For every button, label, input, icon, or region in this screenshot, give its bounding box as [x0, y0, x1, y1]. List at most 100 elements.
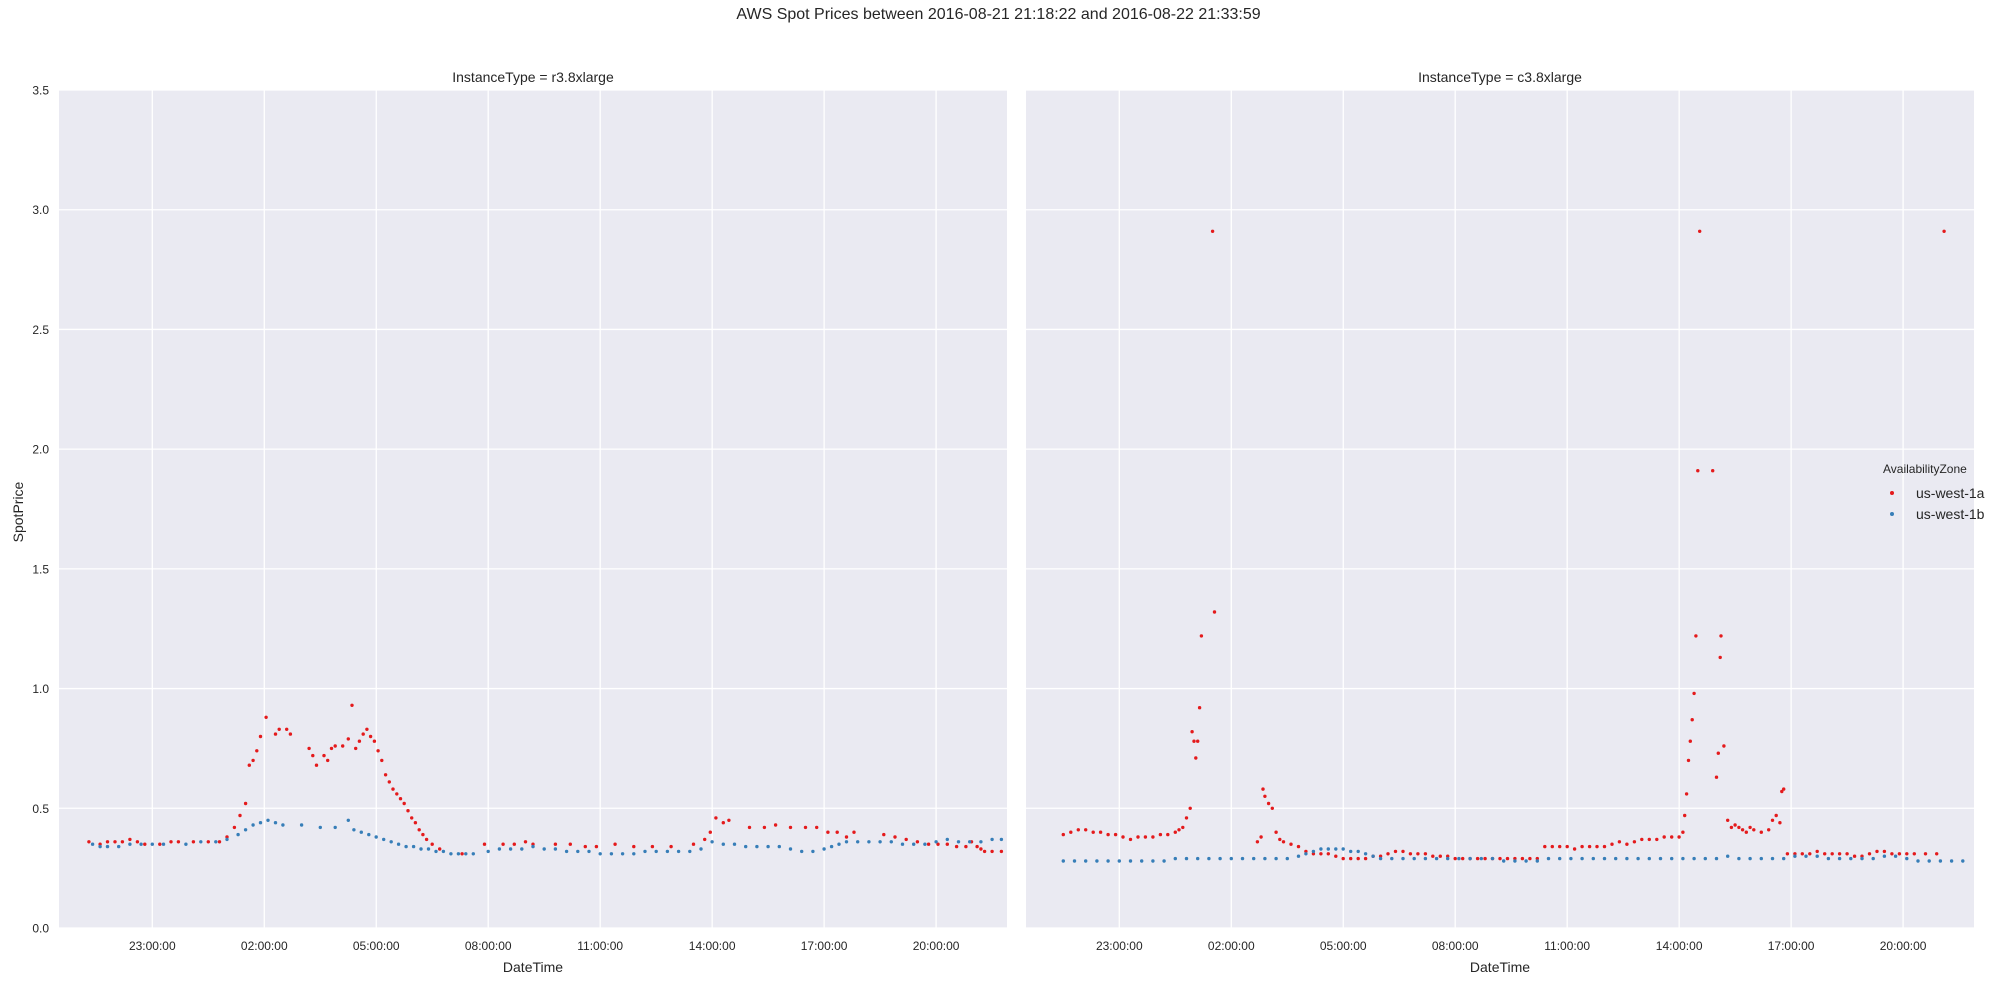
data-point-us-west-1a: [1737, 825, 1741, 830]
data-point-us-west-1a: [383, 773, 388, 777]
data-point-us-west-1b: [1860, 856, 1864, 861]
data-point-us-west-1a: [553, 842, 558, 846]
data-point-us-west-1b: [632, 852, 636, 856]
data-point-us-west-1a: [852, 830, 856, 834]
data-point-us-west-1a: [1714, 775, 1719, 779]
data-point-us-west-1b: [1815, 854, 1819, 858]
data-point-us-west-1b: [1703, 856, 1708, 861]
data-point-us-west-1b: [1826, 856, 1831, 861]
data-point-us-west-1a: [258, 734, 263, 739]
data-point-us-west-1a: [1289, 842, 1293, 846]
data-point-us-west-1a: [1683, 813, 1687, 818]
data-point-us-west-1a: [1662, 835, 1666, 839]
data-point-us-west-1a: [1752, 828, 1756, 832]
data-point-us-west-1a: [1356, 856, 1360, 861]
data-point-us-west-1a: [322, 753, 326, 758]
data-point-us-west-1b: [1804, 854, 1808, 858]
data-point-us-west-1b: [464, 852, 468, 856]
data-point-us-west-1b: [1569, 856, 1573, 861]
data-point-us-west-1a: [1688, 739, 1693, 743]
data-point-us-west-1a: [1729, 825, 1734, 830]
data-point-us-west-1a: [1098, 830, 1103, 834]
x-tick-label: 08:00:00: [1432, 939, 1479, 953]
data-point-us-west-1b: [449, 852, 453, 856]
data-point-us-west-1a: [1278, 837, 1282, 842]
x-tick-label: 14:00:00: [689, 939, 736, 953]
data-point-us-west-1b: [856, 840, 860, 844]
data-point-us-west-1a: [1716, 751, 1721, 755]
data-point-us-west-1b: [1737, 856, 1741, 861]
data-point-us-west-1a: [87, 840, 91, 844]
data-point-us-west-1a: [954, 844, 959, 849]
data-point-us-west-1a: [512, 842, 516, 846]
data-point-us-west-1a: [285, 727, 289, 731]
data-point-us-west-1a: [1632, 840, 1637, 844]
data-point-us-west-1a: [1199, 634, 1204, 638]
data-point-us-west-1a: [1875, 849, 1879, 854]
data-point-us-west-1a: [650, 844, 655, 849]
data-point-us-west-1a: [395, 792, 399, 796]
data-point-us-west-1b: [1893, 854, 1898, 858]
data-point-us-west-1a: [1815, 849, 1819, 854]
data-point-us-west-1b: [1647, 856, 1652, 861]
data-point-us-west-1b: [1793, 854, 1797, 858]
data-point-us-west-1a: [1528, 856, 1532, 861]
data-point-us-west-1a: [1793, 852, 1797, 856]
data-point-us-west-1b: [1140, 859, 1144, 863]
data-point-us-west-1a: [1498, 856, 1502, 861]
data-point-us-west-1b: [990, 837, 994, 842]
figure-suptitle: AWS Spot Prices between 2016-08-21 21:18…: [736, 6, 1261, 23]
data-point-us-west-1b: [1513, 859, 1517, 863]
data-point-us-west-1b: [688, 849, 692, 854]
data-point-us-west-1a: [169, 840, 173, 844]
data-point-us-west-1b: [829, 844, 834, 849]
data-point-us-west-1b: [411, 844, 416, 849]
data-point-us-west-1a: [1304, 849, 1308, 854]
data-point-us-west-1b: [1602, 856, 1607, 861]
data-point-us-west-1b: [1770, 856, 1775, 861]
data-point-us-west-1a: [1274, 830, 1278, 834]
data-point-us-west-1b: [236, 832, 240, 837]
x-tick-label: 02:00:00: [1208, 939, 1255, 953]
data-point-us-west-1b: [434, 849, 438, 854]
legend: AvailabilityZone us-west-1a us-west-1b: [1883, 462, 1984, 524]
data-point-us-west-1b: [1782, 856, 1786, 861]
data-point-us-west-1b: [553, 847, 558, 851]
data-point-us-west-1b: [587, 849, 591, 854]
y-tick-label: 1.5: [32, 562, 49, 576]
data-point-us-west-1a: [288, 732, 293, 736]
x-tick-label: 23:00:00: [129, 939, 176, 953]
data-point-us-west-1a: [1684, 792, 1689, 796]
data-point-us-west-1b: [508, 847, 513, 851]
data-point-us-west-1b: [389, 840, 393, 844]
data-point-us-west-1a: [523, 840, 528, 844]
data-point-us-west-1a: [915, 840, 920, 844]
data-point-us-west-1b: [822, 847, 826, 851]
data-point-us-west-1a: [1767, 828, 1771, 832]
data-point-us-west-1a: [176, 840, 181, 844]
data-point-us-west-1a: [721, 821, 725, 825]
data-point-us-west-1a: [1698, 229, 1702, 233]
data-point-us-west-1b: [1229, 856, 1234, 861]
data-point-us-west-1b: [1446, 856, 1450, 861]
data-point-us-west-1a: [803, 825, 808, 830]
data-point-us-west-1b: [900, 842, 905, 846]
data-point-us-west-1a: [1349, 856, 1353, 861]
data-point-us-west-1b: [1726, 854, 1730, 858]
data-point-us-west-1b: [1304, 852, 1308, 856]
data-point-us-west-1a: [1595, 844, 1599, 849]
data-point-us-west-1a: [594, 844, 599, 849]
data-point-us-west-1b: [721, 842, 725, 846]
data-point-us-west-1a: [1718, 655, 1722, 660]
data-point-us-west-1a: [1505, 856, 1510, 861]
data-point-us-west-1b: [333, 825, 337, 830]
data-point-us-west-1a: [773, 823, 778, 827]
data-point-us-west-1a: [1438, 854, 1443, 858]
data-point-us-west-1a: [1091, 830, 1095, 834]
data-point-us-west-1a: [501, 842, 505, 846]
data-point-us-west-1a: [1121, 835, 1125, 839]
data-point-us-west-1b: [225, 837, 229, 842]
data-point-us-west-1b: [654, 849, 658, 854]
data-point-us-west-1b: [1591, 856, 1596, 861]
data-point-us-west-1b: [1524, 859, 1528, 863]
